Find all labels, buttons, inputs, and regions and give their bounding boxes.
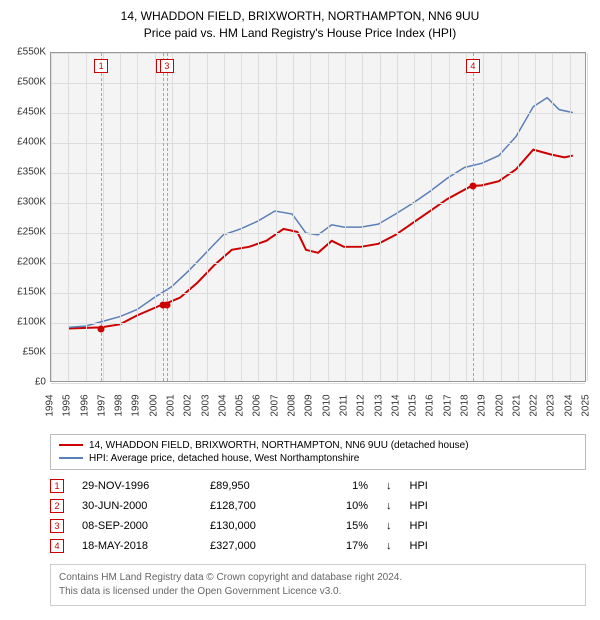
chart-area: 1234 £0£50K£100K£150K£200K£250K£300K£350… [8, 48, 592, 428]
x-axis-label: 2017 [442, 394, 453, 416]
legend-item: HPI: Average price, detached house, West… [59, 452, 577, 465]
event-index-box: 4 [50, 539, 64, 553]
y-axis-label: £0 [6, 376, 46, 387]
x-axis-label: 2000 [148, 394, 159, 416]
events-table: 1 29-NOV-1996 £89,950 1% ↓ HPI 2 30-JUN-2000 £12… [50, 476, 586, 556]
marker-dot [98, 325, 105, 332]
x-axis-label: 1995 [62, 394, 73, 416]
legend-label: HPI: Average price, detached house, West… [89, 453, 359, 464]
x-axis-label: 2003 [200, 394, 211, 416]
event-price: £128,700 [210, 500, 300, 512]
legend: 14, WHADDON FIELD, BRIXWORTH, NORTHAMPTO… [50, 434, 586, 470]
legend-label: 14, WHADDON FIELD, BRIXWORTH, NORTHAMPTO… [89, 440, 469, 451]
x-axis-label: 1999 [131, 394, 142, 416]
event-index-box: 3 [50, 519, 64, 533]
x-axis-label: 2007 [269, 394, 280, 416]
y-axis-label: £250K [6, 226, 46, 237]
event-arrow-icon: ↓ [386, 540, 392, 552]
y-axis-label: £150K [6, 286, 46, 297]
footer-line-1: Contains HM Land Registry data © Crown c… [59, 571, 577, 585]
title-line-1: 14, WHADDON FIELD, BRIXWORTH, NORTHAMPTO… [8, 8, 592, 25]
marker-box: 4 [466, 59, 480, 73]
event-row: 3 08-SEP-2000 £130,000 15% ↓ HPI [50, 516, 586, 536]
x-axis-label: 1994 [45, 394, 56, 416]
event-vs-label: HPI [410, 540, 428, 552]
event-date: 30-JUN-2000 [82, 500, 192, 512]
footer-line-2: This data is licensed under the Open Gov… [59, 585, 577, 599]
x-axis-label: 2008 [287, 394, 298, 416]
chart-title: 14, WHADDON FIELD, BRIXWORTH, NORTHAMPTO… [8, 8, 592, 42]
legend-item: 14, WHADDON FIELD, BRIXWORTH, NORTHAMPTO… [59, 439, 577, 452]
y-axis-label: £100K [6, 316, 46, 327]
x-axis-label: 2025 [581, 394, 592, 416]
x-axis-label: 2002 [183, 394, 194, 416]
x-axis-label: 2022 [529, 394, 540, 416]
x-axis-label: 2010 [321, 394, 332, 416]
x-axis-label: 2020 [494, 394, 505, 416]
marker-box: 3 [160, 59, 174, 73]
x-axis-label: 2013 [373, 394, 384, 416]
event-vs-label: HPI [410, 520, 428, 532]
x-axis-label: 1997 [96, 394, 107, 416]
event-arrow-icon: ↓ [386, 480, 392, 492]
x-axis-label: 1998 [114, 394, 125, 416]
x-axis-label: 2009 [304, 394, 315, 416]
marker-box: 1 [94, 59, 108, 73]
event-pct: 17% [318, 540, 368, 552]
event-arrow-icon: ↓ [386, 500, 392, 512]
line-layer [51, 53, 585, 381]
plot-region: 1234 [50, 52, 586, 382]
event-arrow-icon: ↓ [386, 520, 392, 532]
y-axis-label: £300K [6, 196, 46, 207]
x-axis-label: 2012 [356, 394, 367, 416]
x-axis-label: 2016 [425, 394, 436, 416]
event-date: 29-NOV-1996 [82, 480, 192, 492]
event-index-box: 2 [50, 499, 64, 513]
x-axis-label: 1996 [79, 394, 90, 416]
legend-swatch [59, 457, 83, 459]
event-price: £130,000 [210, 520, 300, 532]
y-axis-label: £450K [6, 106, 46, 117]
x-axis-label: 2001 [166, 394, 177, 416]
title-line-2: Price paid vs. HM Land Registry's House … [8, 25, 592, 42]
marker-dot [469, 183, 476, 190]
y-axis-label: £200K [6, 256, 46, 267]
event-pct: 15% [318, 520, 368, 532]
series-property [68, 149, 573, 328]
x-axis-label: 2006 [252, 394, 263, 416]
x-axis-label: 2005 [235, 394, 246, 416]
x-axis-label: 2014 [390, 394, 401, 416]
event-index-box: 1 [50, 479, 64, 493]
x-axis-label: 2004 [217, 394, 228, 416]
x-axis-label: 2011 [338, 394, 349, 416]
x-axis-label: 2023 [546, 394, 557, 416]
event-vs-label: HPI [410, 500, 428, 512]
x-axis-label: 2021 [511, 394, 522, 416]
event-row: 2 30-JUN-2000 £128,700 10% ↓ HPI [50, 496, 586, 516]
x-axis-label: 2018 [459, 394, 470, 416]
y-axis-label: £50K [6, 346, 46, 357]
y-axis-label: £550K [6, 46, 46, 57]
event-row: 4 18-MAY-2018 £327,000 17% ↓ HPI [50, 536, 586, 556]
x-axis-label: 2015 [408, 394, 419, 416]
event-price: £327,000 [210, 540, 300, 552]
event-vs-label: HPI [410, 480, 428, 492]
event-pct: 1% [318, 480, 368, 492]
event-date: 08-SEP-2000 [82, 520, 192, 532]
y-axis-label: £350K [6, 166, 46, 177]
footer-attribution: Contains HM Land Registry data © Crown c… [50, 564, 586, 606]
x-axis-label: 2024 [563, 394, 574, 416]
y-axis-label: £400K [6, 136, 46, 147]
x-axis-label: 2019 [477, 394, 488, 416]
legend-swatch [59, 444, 83, 446]
event-row: 1 29-NOV-1996 £89,950 1% ↓ HPI [50, 476, 586, 496]
marker-dot [163, 301, 170, 308]
event-price: £89,950 [210, 480, 300, 492]
y-axis-label: £500K [6, 76, 46, 87]
event-pct: 10% [318, 500, 368, 512]
event-date: 18-MAY-2018 [82, 540, 192, 552]
